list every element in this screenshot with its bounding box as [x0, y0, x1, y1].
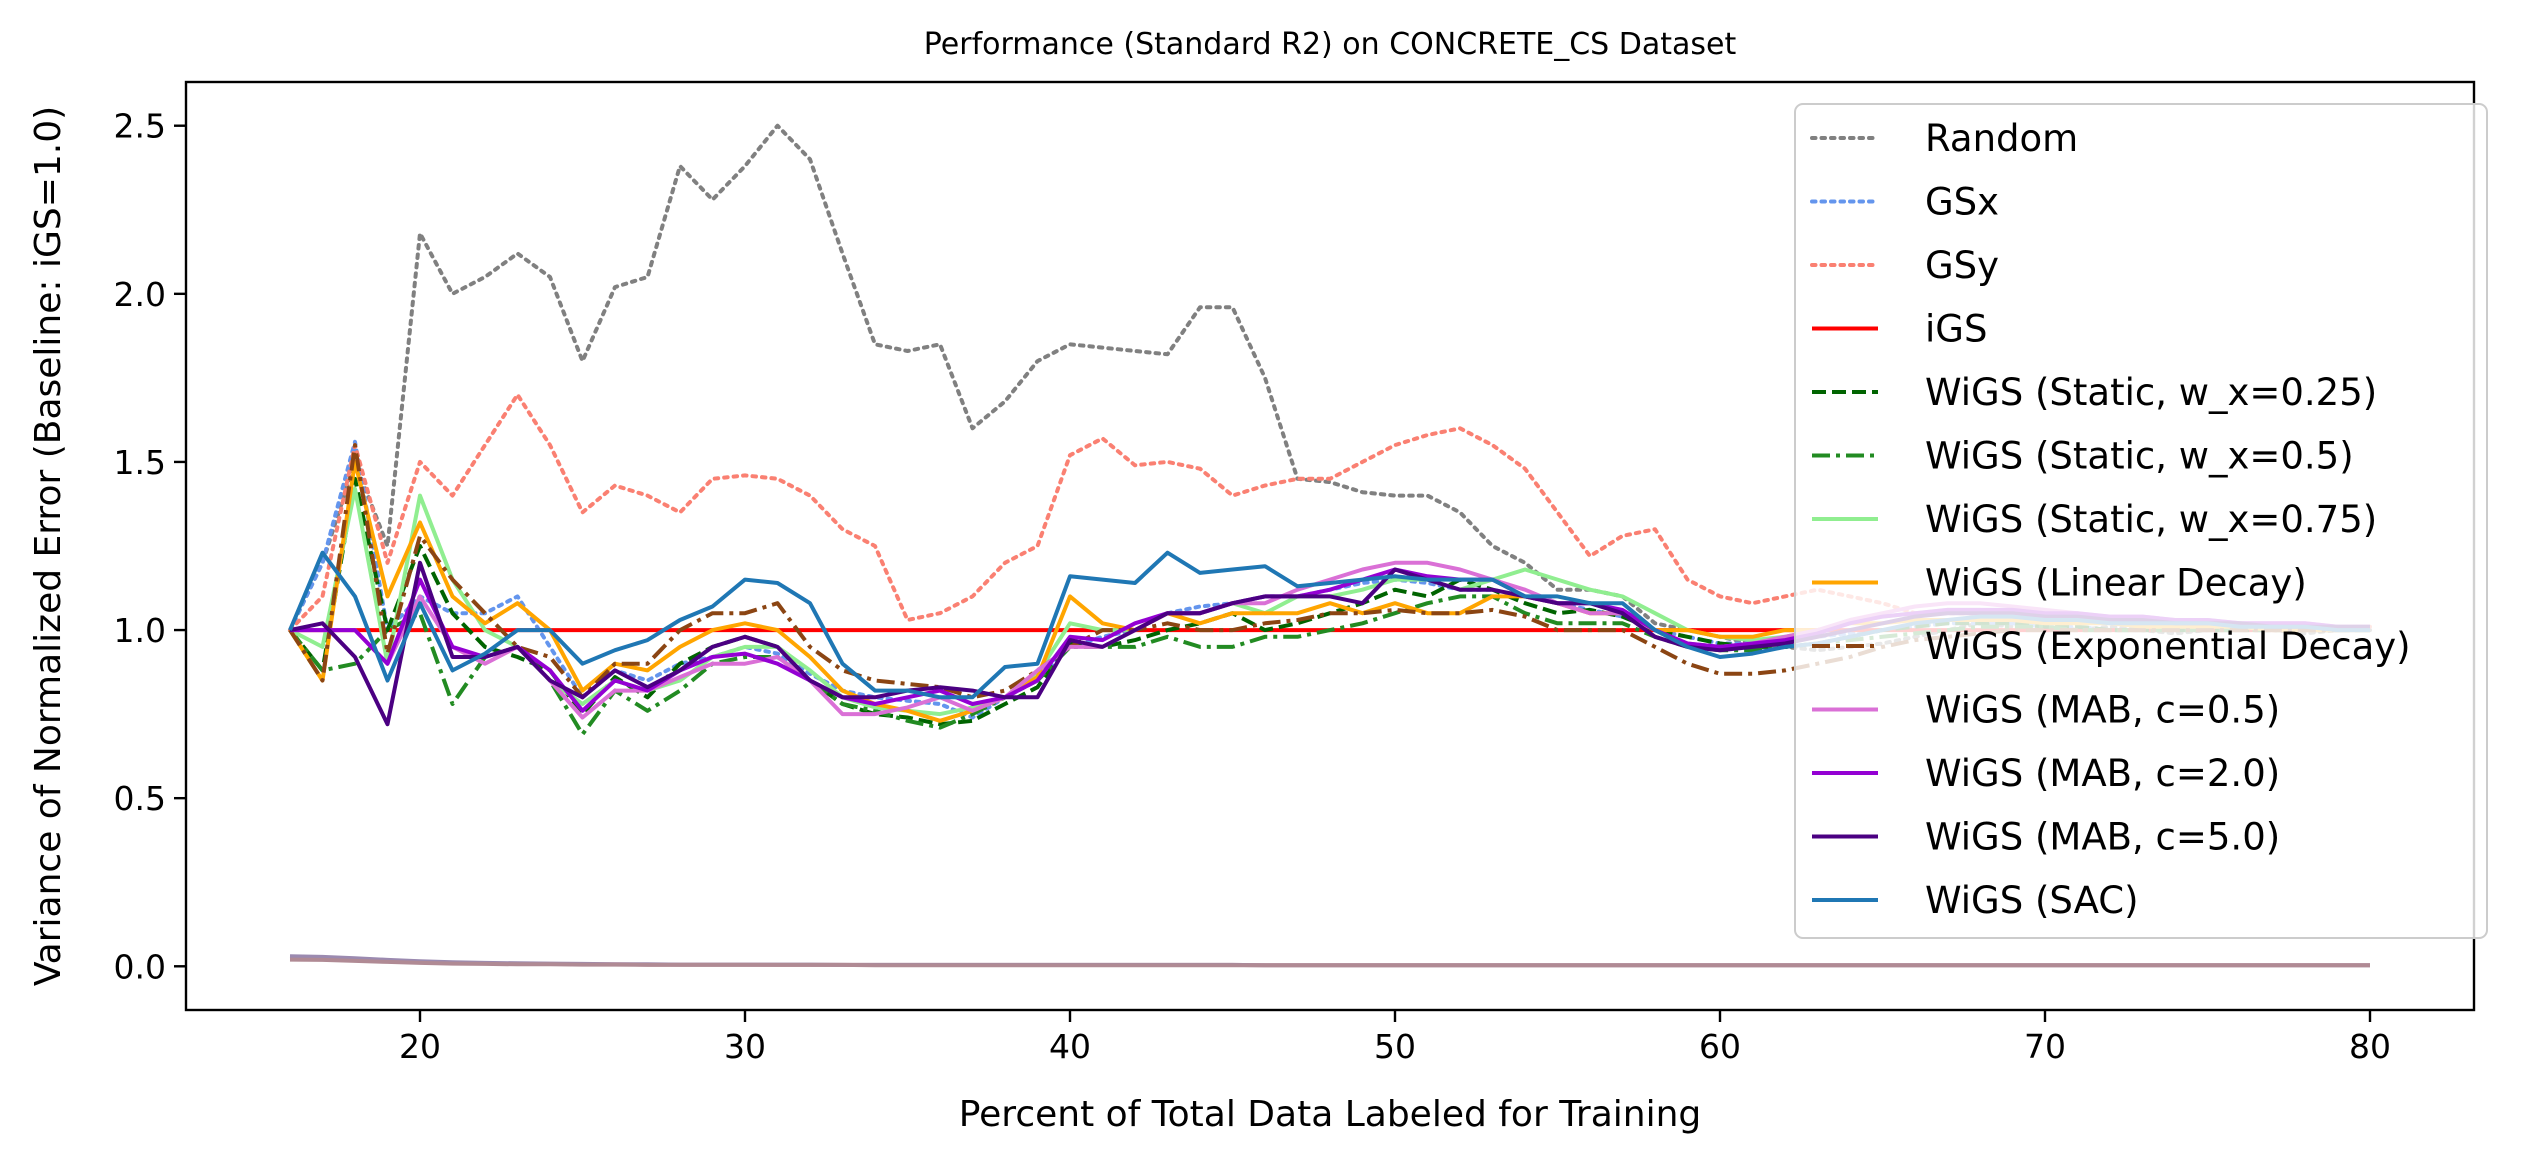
- legend-label: WiGS (Static, w_x=0.5): [1925, 435, 2354, 478]
- x-tick-label: 80: [2349, 1027, 2391, 1066]
- legend-label: GSx: [1925, 181, 1999, 224]
- legend-label: WiGS (Static, w_x=0.75): [1925, 498, 2377, 541]
- y-tick-label: 1.0: [114, 611, 166, 650]
- legend-label: WiGS (SAC): [1925, 879, 2139, 922]
- y-axis: 0.0 0.5 1.0 1.5 2.0 2.5: [114, 107, 186, 986]
- x-axis: 20 30 40 50 60 70 80: [399, 1010, 2391, 1066]
- y-tick-label: 0.5: [114, 779, 166, 818]
- legend-box: [1794, 103, 2488, 939]
- x-axis-label: Percent of Total Data Labeled for Traini…: [959, 1094, 1702, 1135]
- x-tick-label: 50: [1374, 1027, 1416, 1066]
- y-tick-label: 1.5: [114, 443, 166, 482]
- legend-label: WiGS (MAB, c=0.5): [1925, 689, 2280, 732]
- y-axis-label: Variance of Normalized Error (Baseline: …: [28, 106, 69, 986]
- legend-label: GSy: [1925, 244, 1999, 287]
- x-tick-label: 70: [2024, 1027, 2066, 1066]
- x-tick-label: 20: [399, 1027, 441, 1066]
- x-tick-label: 30: [724, 1027, 766, 1066]
- series-line-0: [288, 123, 2372, 653]
- legend-label: WiGS (Exponential Decay): [1925, 625, 2411, 668]
- legend-label: WiGS (MAB, c=5.0): [1925, 816, 2280, 859]
- legend-label: WiGS (Static, w_x=0.25): [1925, 371, 2377, 414]
- y-tick-label: 2.5: [114, 107, 166, 146]
- series-line-2: [288, 392, 2372, 633]
- bottom-line-2: [289, 957, 2370, 968]
- x-tick-label: 40: [1049, 1027, 1091, 1066]
- chart-title: Performance (Standard R2) on CONCRETE_CS…: [924, 27, 1737, 62]
- y-tick-label: 2.0: [114, 275, 166, 314]
- series-line-8: [288, 443, 2370, 700]
- legend: Random GSx GSy iGS WiGS (Static, w_x=0.25) Wi…: [1794, 103, 2488, 939]
- legend-label: iGS: [1925, 308, 1987, 351]
- y-tick-label: 0.0: [114, 947, 166, 986]
- legend-label: WiGS (MAB, c=2.0): [1925, 752, 2280, 795]
- legend-label: WiGS (Linear Decay): [1925, 562, 2307, 605]
- legend-label: Random: [1925, 117, 2078, 160]
- x-tick-label: 60: [1699, 1027, 1741, 1066]
